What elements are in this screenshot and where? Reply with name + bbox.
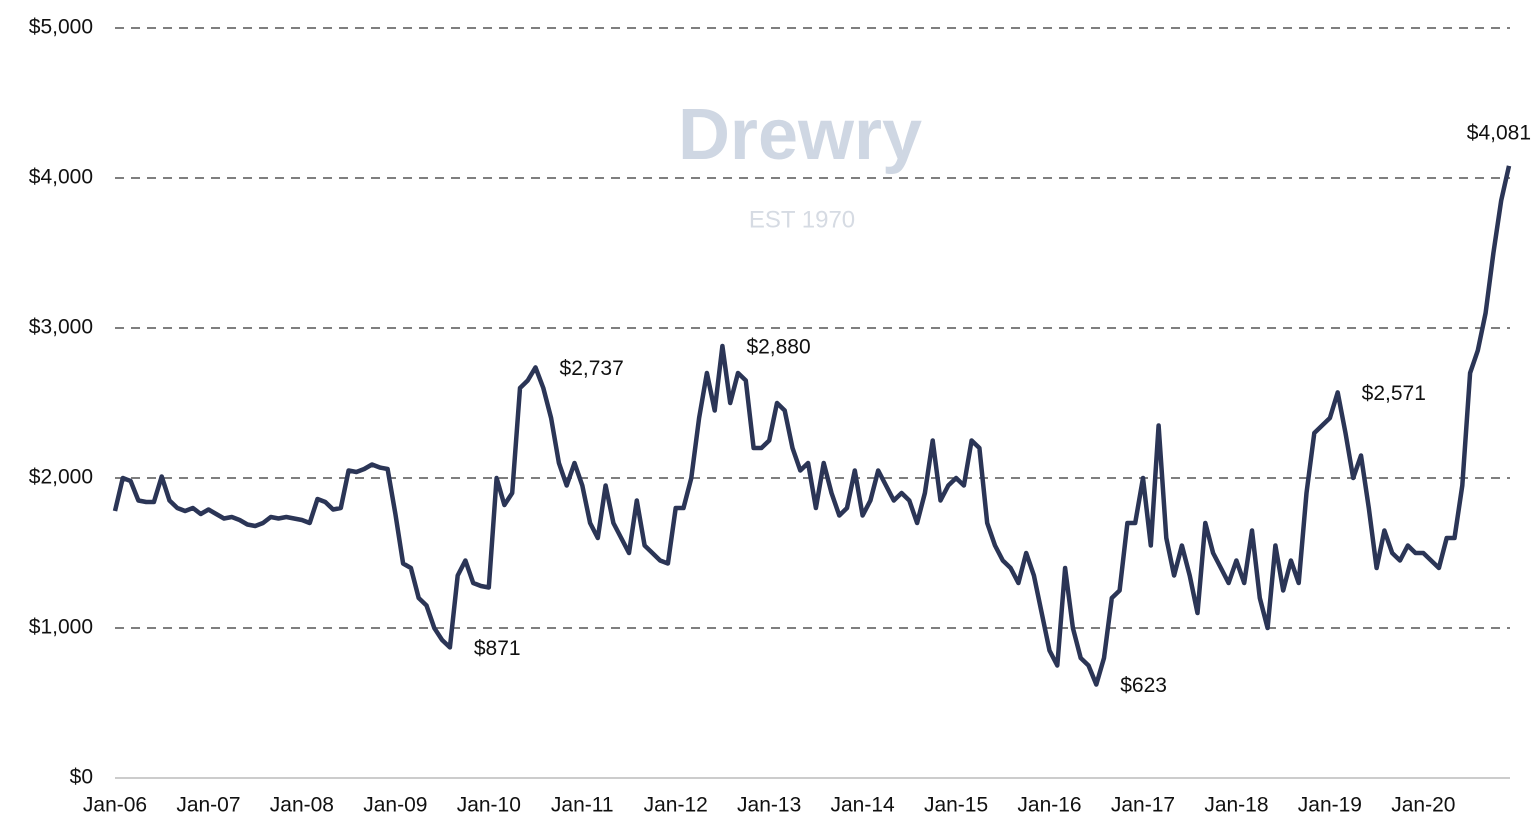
data-label: $871 [474, 637, 521, 660]
watermark: Drewry [678, 95, 922, 175]
x-tick-label: Jan-07 [176, 794, 240, 817]
y-tick-label: $1,000 [29, 616, 93, 639]
x-tick-label: Jan-15 [924, 794, 988, 817]
x-tick-label: Jan-20 [1391, 794, 1455, 817]
y-tick-label: $4,000 [29, 166, 93, 189]
y-tick-label: $0 [70, 766, 93, 789]
x-tick-label: Jan-09 [363, 794, 427, 817]
x-tick-label: Jan-19 [1298, 794, 1362, 817]
series-line [112, 165, 1512, 687]
x-tick-label: Jan-10 [457, 794, 521, 817]
y-tick-label: $3,000 [29, 316, 93, 339]
data-label: $4,081 [1467, 121, 1531, 144]
x-tick-label: Jan-18 [1204, 794, 1268, 817]
data-label: $623 [1120, 674, 1167, 697]
x-tick-label: Jan-16 [1017, 794, 1081, 817]
x-tick-label: Jan-08 [270, 794, 334, 817]
x-tick-label: Jan-11 [551, 794, 614, 817]
x-tick-label: Jan-12 [644, 794, 708, 817]
data-label: $2,571 [1362, 382, 1426, 405]
watermark-subtitle: EST 1970 [749, 206, 855, 233]
x-tick-label: Jan-06 [83, 794, 147, 817]
data-label: $2,880 [746, 336, 810, 359]
y-tick-label: $5,000 [29, 16, 93, 39]
data-label: $2,737 [560, 357, 624, 380]
x-tick-label: Jan-17 [1111, 794, 1175, 817]
y-tick-label: $2,000 [29, 466, 93, 489]
x-tick-label: Jan-14 [831, 794, 896, 817]
x-tick-label: Jan-13 [737, 794, 801, 817]
